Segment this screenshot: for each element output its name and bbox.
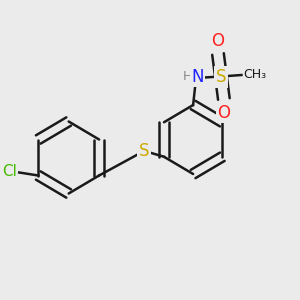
Text: N: N xyxy=(191,68,204,85)
Text: Cl: Cl xyxy=(2,164,17,179)
Text: H: H xyxy=(183,70,192,83)
Text: S: S xyxy=(139,142,149,160)
Text: O: O xyxy=(218,103,230,122)
Text: CH₃: CH₃ xyxy=(243,68,266,82)
Text: S: S xyxy=(216,68,226,85)
Text: O: O xyxy=(212,32,224,50)
